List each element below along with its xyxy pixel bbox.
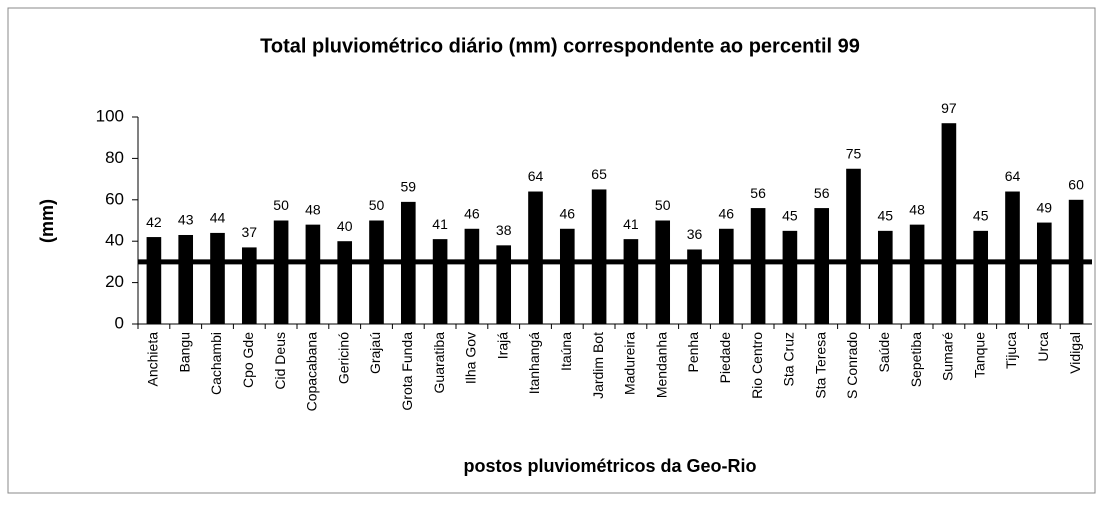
data-label: 45 [878,208,894,224]
y-tick-label: 20 [105,272,124,291]
x-tick-label: Sepetiba [908,332,924,387]
x-tick-label: Anchieta [145,332,161,387]
bar [909,224,925,324]
data-label: 59 [401,179,417,195]
x-tick-label: Sumaré [940,332,956,381]
x-tick-label: Sta Cruz [781,332,797,386]
bar [687,249,702,324]
data-label: 41 [432,216,448,232]
bar [782,230,798,324]
bar [210,232,225,324]
x-axis-label: postos pluviométricos da Geo-Rio [463,456,756,476]
bar [591,189,607,324]
x-tick-label: Saúde [876,332,892,373]
data-label: 65 [591,166,607,182]
data-label: 64 [1005,168,1021,184]
bar [1036,222,1052,324]
bar [369,220,384,324]
data-label: 64 [528,168,544,184]
data-label: 40 [337,218,353,234]
y-axis-label: (mm) [37,199,57,243]
data-label: 75 [846,145,862,161]
bar [464,228,480,324]
data-label: 38 [496,222,512,238]
bar [305,224,321,324]
bar [337,241,353,324]
bar [846,168,861,324]
x-tick-label: Madureira [622,332,638,395]
data-label: 46 [560,205,576,221]
data-label: 44 [210,210,226,226]
x-tick-label: Bangu [176,332,192,372]
bar [528,191,543,324]
data-label: 97 [941,100,957,116]
x-tick-label: Piedade [717,332,733,384]
chart-border [7,7,1096,494]
x-tick-label: Rio Centro [749,332,765,399]
x-tick-label: Grajaú [367,332,383,374]
x-tick-label: Guaratiba [431,332,447,394]
x-tick-label: Tijuca [1003,332,1019,369]
x-tick-label: Itanhangá [526,332,542,394]
bar [814,208,830,324]
bar [146,237,162,324]
data-label: 56 [814,185,830,201]
x-tick-label: Cpo Gde [240,332,256,388]
data-label: 43 [178,212,194,228]
x-tick-label: Ilha Gov [463,332,479,384]
bar [273,220,289,324]
x-tick-label: Copacabana [304,332,320,412]
bar [496,245,512,324]
x-tick-label: Penha [685,332,701,373]
bar [559,228,575,324]
bar [432,239,448,324]
y-tick-label: 80 [105,148,124,167]
data-label: 60 [1068,177,1084,193]
x-tick-label: Itaúna [558,332,574,371]
x-tick-label: Jardim Bot [590,332,606,399]
chart-title: Total pluviométrico diário (mm) correspo… [260,35,860,57]
x-tick-label: S Conrado [844,332,860,399]
bar [718,228,734,324]
y-tick-label: 60 [105,189,124,208]
bar [750,208,766,324]
bar [241,247,257,324]
data-label: 56 [750,185,766,201]
data-label: 49 [1037,199,1053,215]
bar [655,220,671,324]
x-tick-label: Sta Teresa [812,332,828,399]
x-tick-label: Urca [1035,332,1051,362]
data-label: 45 [782,208,798,224]
data-label: 41 [623,216,639,232]
bar [973,230,989,324]
x-tick-label: Cachambi [208,332,224,395]
data-label: 48 [909,201,925,217]
bar [623,239,639,324]
x-tick-label: Tanque [971,332,987,378]
x-tick-label: Gericinó [335,332,351,384]
data-label: 46 [719,205,735,221]
data-label: 46 [464,205,480,221]
data-label: 50 [273,197,289,213]
bar [877,230,893,324]
data-label: 50 [655,197,671,213]
data-label: 48 [305,201,321,217]
x-tick-label: Grota Funda [399,332,415,411]
data-label: 42 [146,214,162,230]
bar [1005,191,1020,324]
y-tick-label: 40 [105,231,124,250]
x-tick-label: Cid Deus [272,332,288,390]
bar [941,123,957,325]
x-tick-label: Irajá [494,332,510,359]
y-tick-label: 0 [115,313,124,332]
y-tick-label: 100 [96,106,124,125]
x-tick-label: Vidigal [1067,332,1083,374]
data-label: 37 [242,224,258,240]
bar [178,234,194,324]
data-label: 50 [369,197,385,213]
x-tick-label: Mendanha [653,332,669,398]
data-label: 45 [973,208,989,224]
data-label: 36 [687,226,703,242]
